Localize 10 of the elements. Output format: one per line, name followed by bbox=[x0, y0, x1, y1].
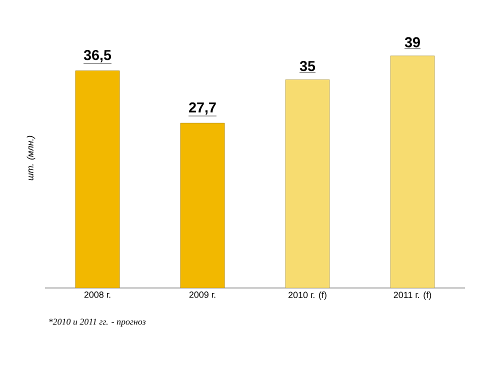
text: *2010 и 2011 гг. - прогноз bbox=[49, 318, 146, 327]
x-tick-label: 2008 г. bbox=[84, 292, 110, 298]
x-tick-label: 2010 г. (f) bbox=[288, 292, 326, 300]
x-tick-label: 2009 г. bbox=[189, 292, 216, 298]
data-label: 35 bbox=[300, 60, 316, 72]
data-label: 27,7 bbox=[189, 102, 216, 115]
data-label: 36,5 bbox=[84, 50, 112, 62]
x-tick-label: 2011 г. (f) bbox=[394, 292, 432, 300]
y-axis-title: шт. (млн.) bbox=[26, 136, 36, 180]
data-label: 39 bbox=[404, 37, 420, 48]
